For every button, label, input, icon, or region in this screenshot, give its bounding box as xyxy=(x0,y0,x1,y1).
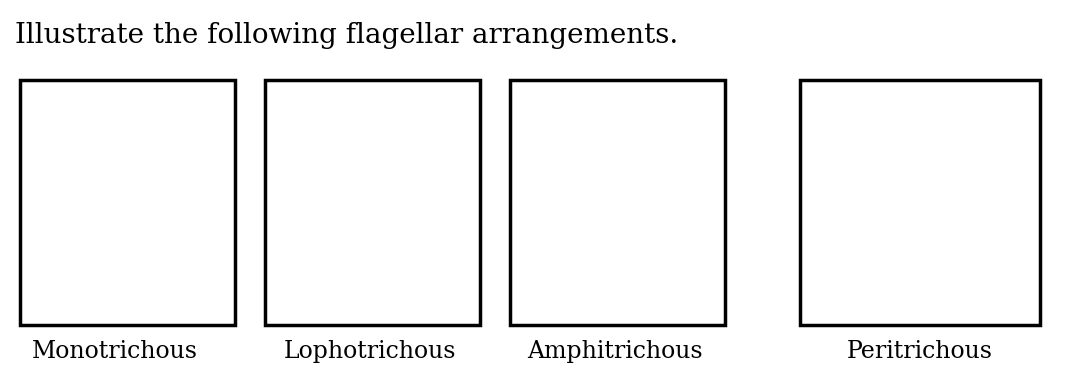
Text: Illustrate the following flagellar arrangements.: Illustrate the following flagellar arran… xyxy=(15,22,679,49)
Bar xyxy=(265,80,480,325)
Text: Peritrichous: Peritrichous xyxy=(847,340,993,363)
Bar xyxy=(20,80,235,325)
Text: Amphitrichous: Amphitrichous xyxy=(527,340,703,363)
Text: Monotrichous: Monotrichous xyxy=(32,340,198,363)
Bar xyxy=(800,80,1040,325)
Bar xyxy=(510,80,725,325)
Text: Lophotrichous: Lophotrichous xyxy=(284,340,457,363)
